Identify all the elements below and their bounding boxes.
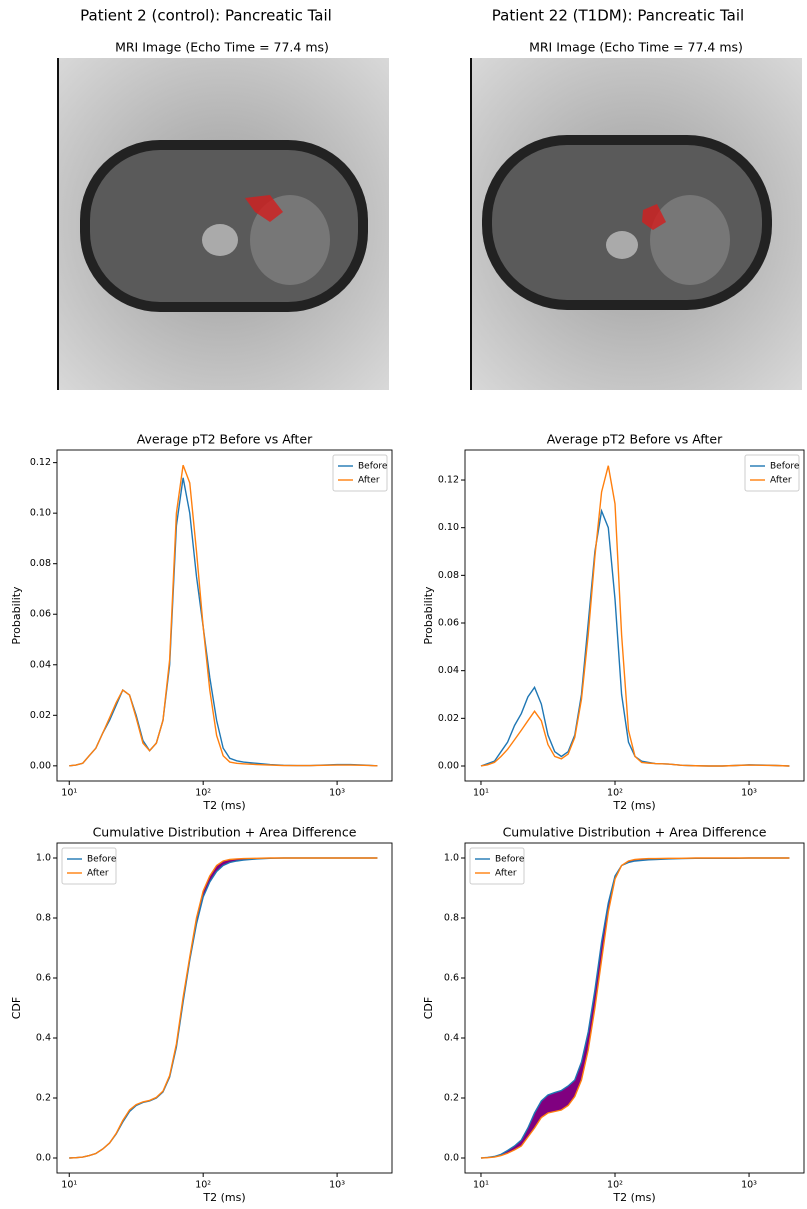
y-tick-label: 0.8 <box>36 913 51 924</box>
x-axis-label: T2 (ms) <box>202 799 245 812</box>
y-tick-label: 1.0 <box>36 853 51 864</box>
x-tick-label: 10² <box>607 788 623 799</box>
figure: Patient 2 (control): Pancreatic Tail Pat… <box>0 0 807 1209</box>
y-tick-label: 0.10 <box>30 508 51 519</box>
legend-box <box>333 455 387 491</box>
legend-label: After <box>495 869 517 879</box>
x-axis-label: T2 (ms) <box>202 1191 245 1204</box>
legend-label: After <box>87 869 109 879</box>
chart-title: Average pT2 Before vs After <box>137 432 313 447</box>
plot-frame <box>57 450 392 781</box>
area-difference <box>69 858 377 1158</box>
y-tick-label: 0.2 <box>36 1093 51 1104</box>
x-tick-label: 10³ <box>741 1180 757 1191</box>
legend-label: Before <box>770 462 800 472</box>
y-axis-label: CDF <box>10 997 23 1019</box>
y-tick-label: 0.12 <box>30 457 51 468</box>
legend-box <box>745 455 799 491</box>
plot-frame <box>465 843 804 1173</box>
y-tick-label: 0.8 <box>444 913 459 924</box>
series-line <box>69 478 377 766</box>
y-axis-label: Probability <box>10 586 23 645</box>
series-line <box>481 466 789 766</box>
series-line <box>481 511 789 766</box>
legend: Before After <box>333 455 388 491</box>
chart-title: Average pT2 Before vs After <box>547 432 723 447</box>
y-tick-label: 0.6 <box>444 973 459 984</box>
mri-image <box>57 58 389 390</box>
legend-box <box>470 848 524 884</box>
x-tick-label: 10³ <box>329 1180 345 1191</box>
legend: Before After <box>470 848 525 884</box>
y-tick-label: 0.02 <box>30 710 51 721</box>
x-axis-label: T2 (ms) <box>612 799 655 812</box>
y-tick-label: 0.4 <box>444 1033 459 1044</box>
legend-label: Before <box>358 462 388 472</box>
series-line <box>481 858 789 1158</box>
y-tick-label: 0.04 <box>30 659 51 670</box>
y-tick-label: 0.02 <box>438 713 459 724</box>
y-tick-label: 0.6 <box>36 973 51 984</box>
series-line <box>69 858 377 1158</box>
area-difference <box>481 858 789 1158</box>
chart-title: Cumulative Distribution + Area Differenc… <box>503 825 767 840</box>
y-tick-label: 0.00 <box>30 760 51 771</box>
y-tick-label: 0.06 <box>438 618 459 629</box>
image-title: MRI Image (Echo Time = 77.4 ms) <box>115 40 329 55</box>
y-tick-label: 0.08 <box>438 570 459 581</box>
y-axis-label: Probability <box>422 586 435 645</box>
plot-frame <box>465 450 804 781</box>
legend-label: Before <box>87 855 117 865</box>
series-line <box>69 858 377 1158</box>
column-title: Patient 2 (control): Pancreatic Tail <box>80 7 332 25</box>
y-tick-label: 0.0 <box>36 1153 51 1164</box>
y-tick-label: 0.2 <box>444 1093 459 1104</box>
y-tick-label: 1.0 <box>444 853 459 864</box>
chart-title: Cumulative Distribution + Area Differenc… <box>93 825 357 840</box>
image-title: MRI Image (Echo Time = 77.4 ms) <box>529 40 743 55</box>
x-tick-label: 10² <box>195 788 211 799</box>
legend-label: After <box>770 476 792 486</box>
y-tick-label: 0.10 <box>438 522 459 533</box>
plot-frame <box>57 843 392 1173</box>
legend-label: After <box>358 476 380 486</box>
x-axis-label: T2 (ms) <box>612 1191 655 1204</box>
x-tick-label: 10² <box>195 1180 211 1191</box>
y-axis-label: CDF <box>422 997 435 1019</box>
x-tick-label: 10¹ <box>61 1180 77 1191</box>
y-tick-label: 0.4 <box>36 1033 51 1044</box>
x-tick-label: 10¹ <box>473 788 489 799</box>
y-tick-label: 0.0 <box>444 1153 459 1164</box>
page: {"columns": [ {"title": "Patient 2 (cont… <box>0 0 807 1209</box>
legend-box <box>62 848 116 884</box>
x-tick-label: 10² <box>607 1180 623 1191</box>
mri-image <box>470 58 802 390</box>
y-tick-label: 0.12 <box>438 475 459 486</box>
y-tick-label: 0.00 <box>438 760 459 771</box>
legend: Before After <box>745 455 800 491</box>
legend: Before After <box>62 848 117 884</box>
y-tick-label: 0.08 <box>30 558 51 569</box>
x-tick-label: 10¹ <box>473 1180 489 1191</box>
legend-label: Before <box>495 855 525 865</box>
x-tick-label: 10³ <box>329 788 345 799</box>
y-tick-label: 0.06 <box>30 609 51 620</box>
column-title: Patient 22 (T1DM): Pancreatic Tail <box>492 7 744 25</box>
x-tick-label: 10³ <box>741 788 757 799</box>
x-tick-label: 10¹ <box>61 788 77 799</box>
y-tick-label: 0.04 <box>438 665 459 676</box>
series-line <box>481 858 789 1158</box>
series-line <box>69 465 377 766</box>
